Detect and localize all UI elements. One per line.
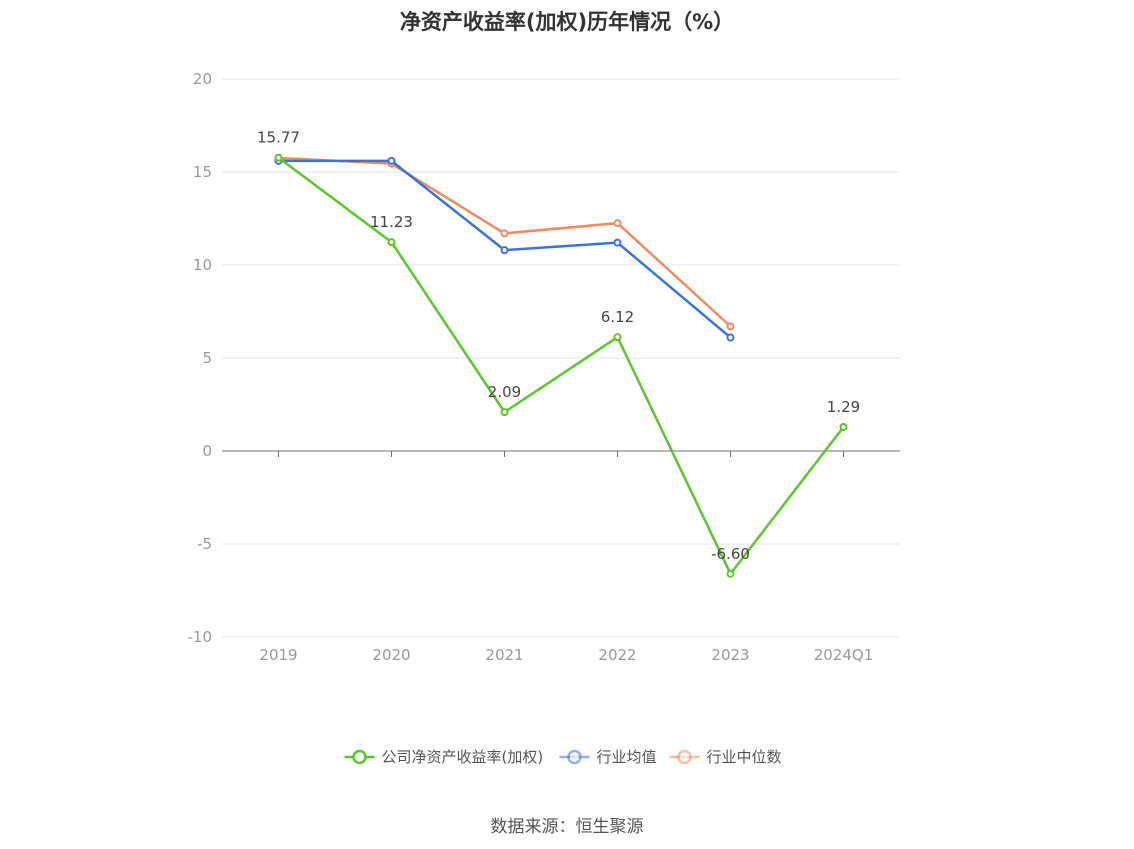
grid-layer <box>222 78 900 638</box>
legend-item[interactable]: 公司净资产收益率(加权) <box>344 748 544 766</box>
legend-swatch-marker <box>567 749 582 765</box>
data-point <box>613 333 622 342</box>
data-label: 1.29 <box>827 398 860 416</box>
data-point <box>387 156 396 165</box>
data-point <box>500 408 509 417</box>
axis-layer: -10 -5 0 5 10 15 20 2019 2020 2021 2022 2023 2024Q1 <box>188 70 900 664</box>
data-label: 2.09 <box>488 383 521 401</box>
data-point <box>274 153 283 162</box>
x-tick-label: 2023 <box>711 646 749 664</box>
data-point <box>726 569 735 578</box>
data-point <box>387 238 396 247</box>
legend[interactable]: 公司净资产收益率(加权) 行业均值 行业中位数 <box>344 748 782 766</box>
y-tick-label: 20 <box>193 70 212 88</box>
data-point <box>613 219 622 228</box>
chart-title: 净资产收益率(加权)历年情况（%） <box>399 10 735 34</box>
data-point <box>839 423 848 432</box>
series-line <box>278 156 732 328</box>
legend-label: 公司净资产收益率(加权) <box>382 748 544 766</box>
x-tick-label: 2024Q1 <box>814 646 874 664</box>
data-point <box>726 333 735 342</box>
data-label: 15.77 <box>257 129 300 147</box>
label-layer: 15.77 11.23 2.09 6.12 -6.60 1.29 <box>257 129 860 563</box>
x-tick-label: 2022 <box>598 646 636 664</box>
y-tick-label: -10 <box>188 628 213 646</box>
legend-item[interactable]: 行业均值 <box>559 748 657 766</box>
y-tick-label: 0 <box>202 442 212 460</box>
legend-item[interactable]: 行业中位数 <box>669 748 782 766</box>
x-tick-label: 2019 <box>259 646 297 664</box>
series-layer <box>274 153 848 578</box>
data-label: -6.60 <box>711 545 750 563</box>
data-point <box>500 246 509 255</box>
legend-swatch-marker <box>677 749 692 765</box>
y-tick-label: -5 <box>197 535 212 553</box>
x-tick-label: 2021 <box>485 646 523 664</box>
legend-label: 行业均值 <box>597 748 657 766</box>
data-label: 11.23 <box>370 213 413 231</box>
data-point <box>726 322 735 331</box>
y-tick-label: 10 <box>193 256 212 274</box>
data-source-note: 数据来源：恒生聚源 <box>490 817 644 837</box>
legend-label: 行业中位数 <box>707 748 782 766</box>
x-tick-label: 2020 <box>372 646 410 664</box>
series-line <box>277 156 845 576</box>
data-label: 6.12 <box>601 308 634 326</box>
data-point <box>613 238 622 247</box>
y-tick-label: 5 <box>202 349 212 367</box>
y-tick-label: 15 <box>193 163 212 181</box>
legend-swatch-marker <box>352 749 367 765</box>
data-point <box>500 229 509 238</box>
